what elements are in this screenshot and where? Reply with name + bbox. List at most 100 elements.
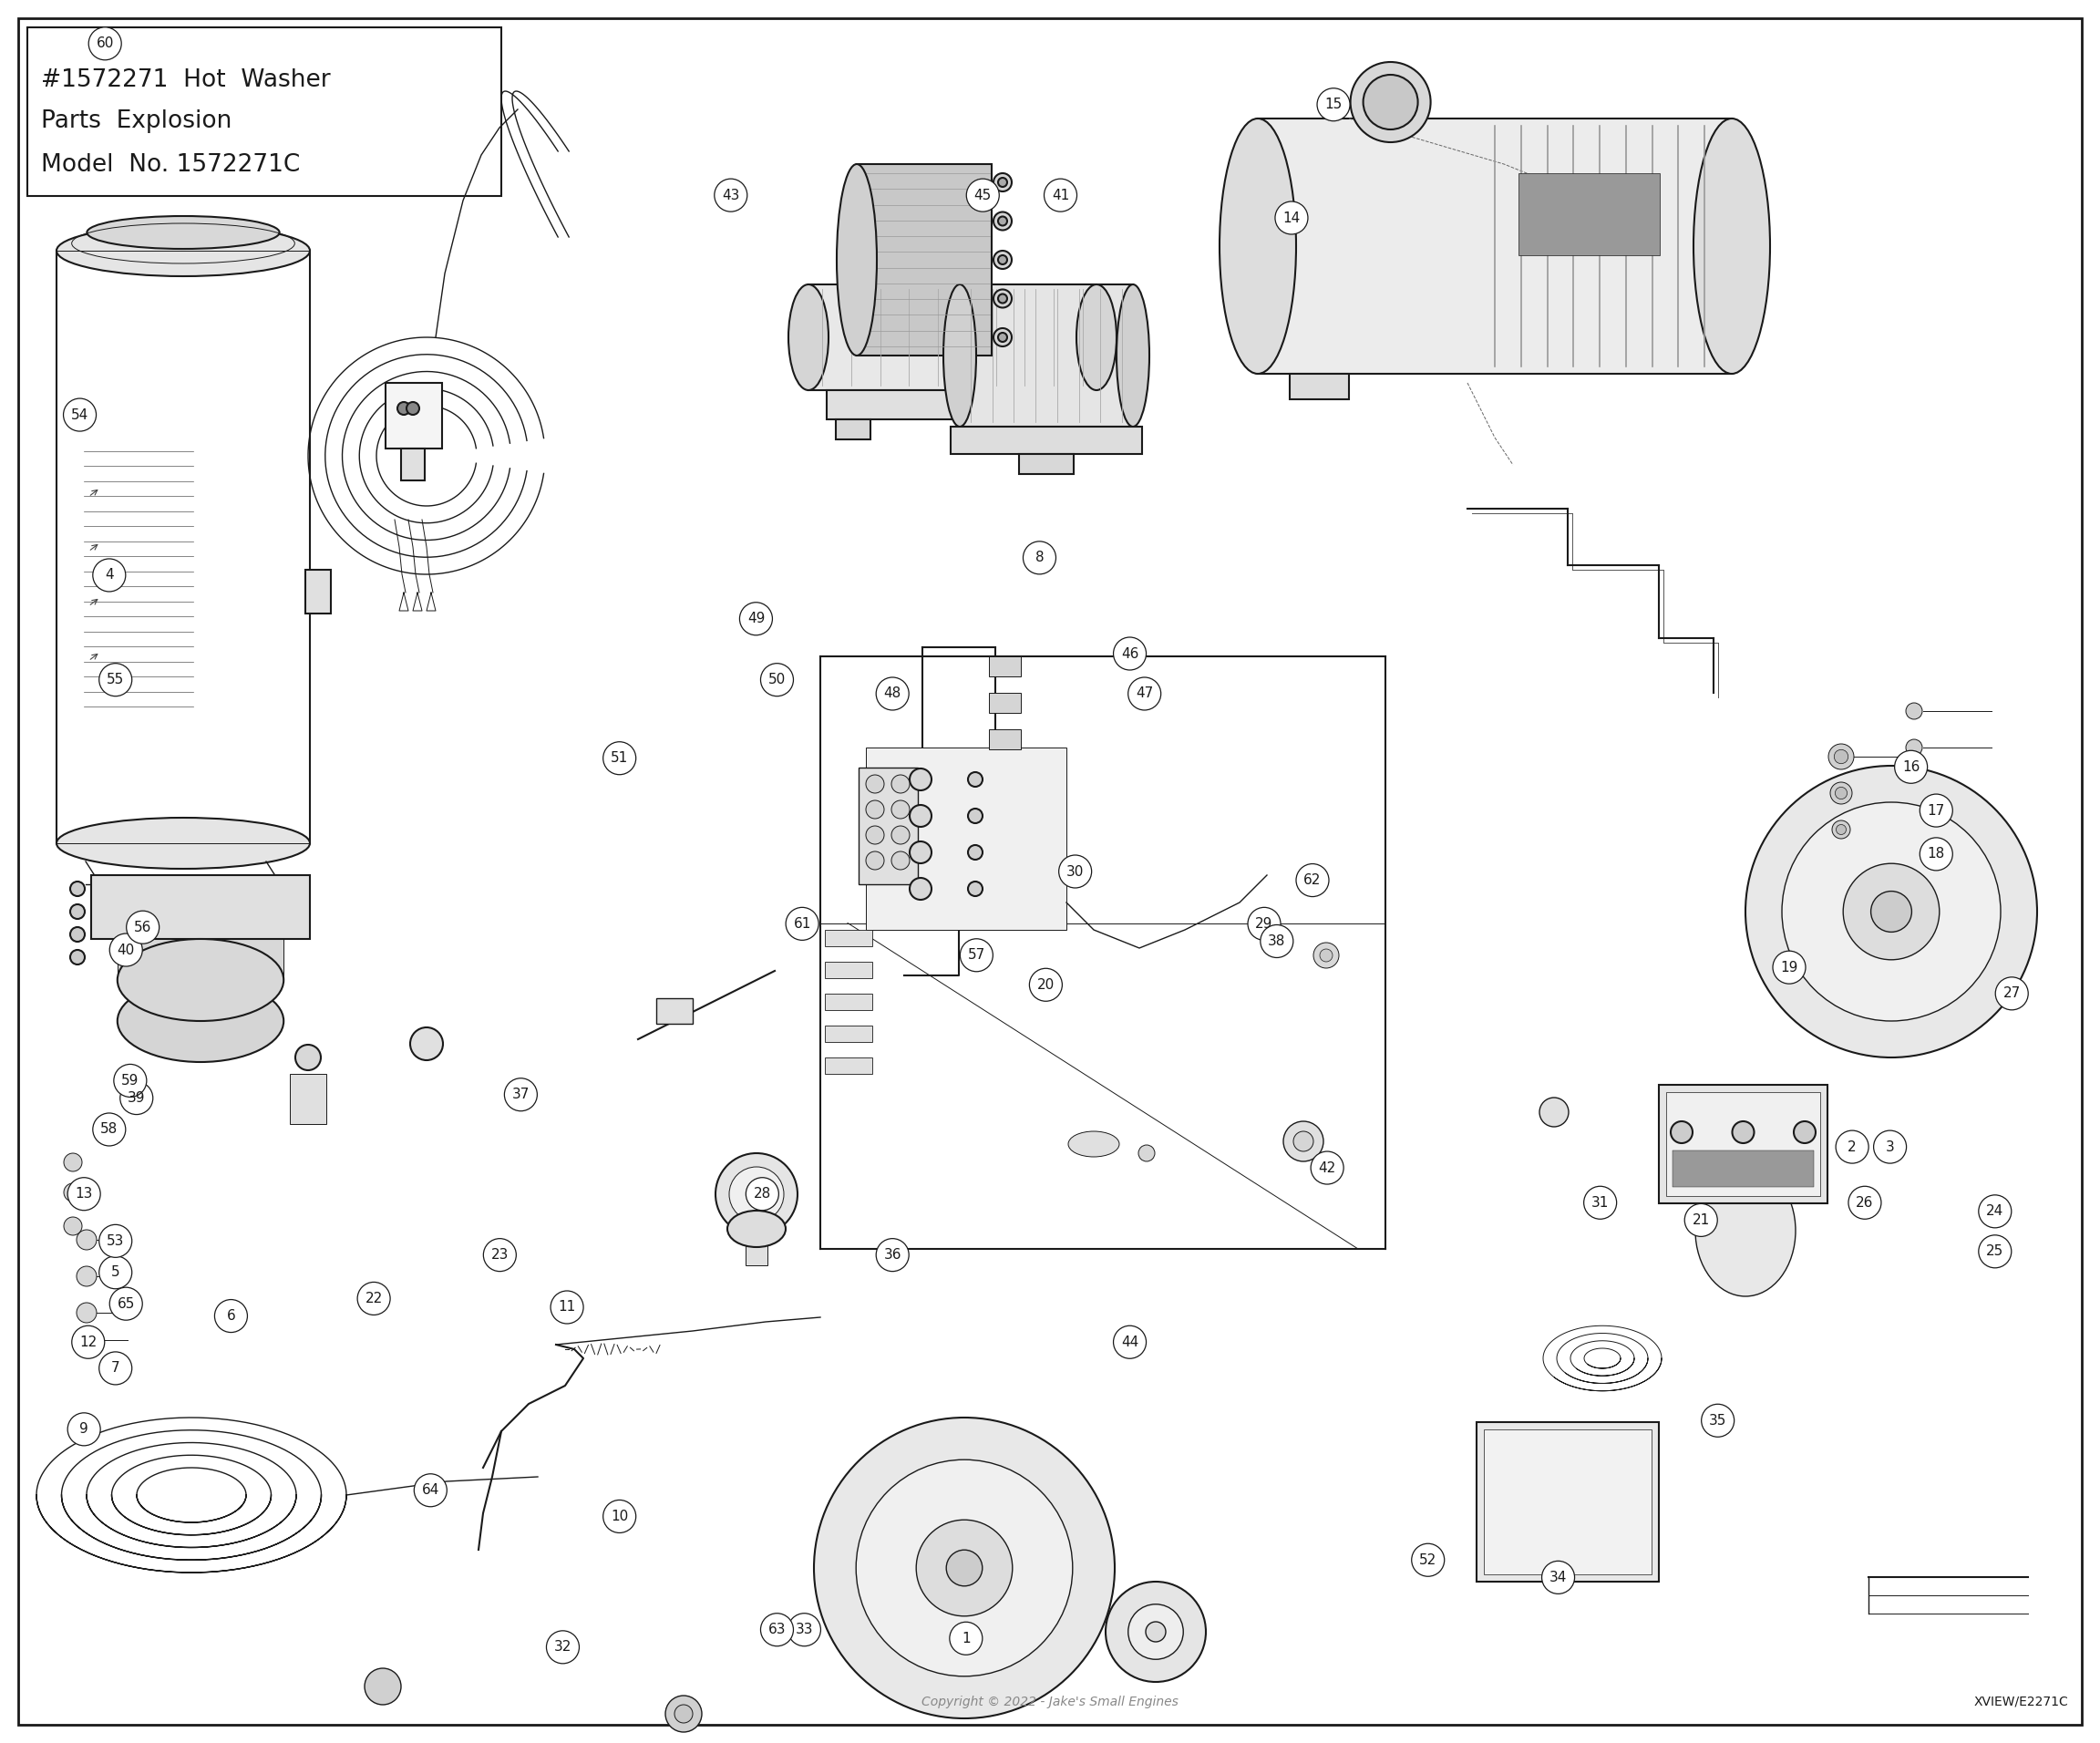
- Circle shape: [760, 664, 794, 695]
- Text: 65: 65: [118, 1297, 134, 1311]
- Circle shape: [909, 805, 932, 826]
- Circle shape: [876, 1239, 909, 1271]
- Text: 46: 46: [1121, 647, 1138, 661]
- Bar: [290, 1074, 325, 1124]
- Text: 27: 27: [2003, 987, 2020, 1000]
- Circle shape: [1831, 821, 1850, 838]
- Text: 57: 57: [968, 948, 985, 962]
- Text: 58: 58: [101, 1122, 118, 1136]
- Circle shape: [1919, 838, 1953, 870]
- Text: 34: 34: [1550, 1570, 1567, 1584]
- Circle shape: [483, 1239, 517, 1271]
- Circle shape: [63, 1217, 82, 1236]
- Circle shape: [666, 1696, 701, 1733]
- Circle shape: [890, 851, 909, 870]
- Circle shape: [966, 180, 1000, 211]
- Ellipse shape: [1693, 119, 1770, 373]
- Text: 36: 36: [884, 1248, 901, 1262]
- Ellipse shape: [943, 284, 977, 427]
- Circle shape: [1294, 1131, 1312, 1152]
- Circle shape: [1907, 702, 1922, 720]
- Circle shape: [99, 1225, 132, 1257]
- Circle shape: [1247, 908, 1281, 939]
- Bar: [857, 164, 991, 356]
- Ellipse shape: [118, 939, 284, 1021]
- Text: 54: 54: [71, 408, 88, 422]
- Bar: [1672, 1150, 1814, 1187]
- Ellipse shape: [57, 817, 311, 868]
- Bar: [1258, 119, 1732, 373]
- Circle shape: [99, 1257, 132, 1288]
- Circle shape: [1831, 783, 1852, 804]
- Circle shape: [993, 173, 1012, 192]
- Circle shape: [890, 776, 909, 793]
- Bar: [655, 999, 693, 1023]
- Circle shape: [1978, 1236, 2012, 1267]
- Circle shape: [729, 1166, 783, 1222]
- Ellipse shape: [1117, 284, 1149, 427]
- Circle shape: [1919, 795, 1953, 826]
- Circle shape: [550, 1292, 584, 1323]
- Text: 15: 15: [1325, 98, 1342, 112]
- Circle shape: [88, 28, 122, 59]
- Circle shape: [997, 216, 1008, 225]
- Circle shape: [1539, 1098, 1569, 1126]
- Circle shape: [1541, 1562, 1575, 1593]
- Circle shape: [968, 772, 983, 786]
- Circle shape: [67, 1178, 101, 1210]
- Text: 49: 49: [748, 612, 764, 626]
- Text: Parts  Explosion: Parts Explosion: [42, 110, 231, 132]
- Circle shape: [1835, 1131, 1869, 1163]
- Bar: [1289, 373, 1348, 399]
- Bar: [1476, 1422, 1659, 1581]
- Bar: [989, 657, 1021, 676]
- Circle shape: [997, 254, 1008, 265]
- Text: 24: 24: [1987, 1204, 2003, 1218]
- Text: 17: 17: [1928, 804, 1945, 817]
- Circle shape: [126, 912, 160, 943]
- Text: 44: 44: [1121, 1335, 1138, 1349]
- Circle shape: [1296, 865, 1329, 896]
- Circle shape: [890, 800, 909, 819]
- Ellipse shape: [788, 284, 830, 390]
- Bar: [960, 284, 1132, 427]
- Text: 4: 4: [105, 568, 113, 582]
- Circle shape: [1105, 1581, 1205, 1682]
- Text: 13: 13: [76, 1187, 92, 1201]
- Text: 20: 20: [1037, 978, 1054, 992]
- Circle shape: [1029, 969, 1063, 1000]
- Text: XVIEW/E2271C: XVIEW/E2271C: [1974, 1696, 2068, 1708]
- Circle shape: [63, 1183, 82, 1201]
- Circle shape: [968, 809, 983, 823]
- Text: 35: 35: [1709, 1414, 1726, 1428]
- Bar: [825, 1058, 871, 1074]
- Text: 50: 50: [769, 673, 785, 687]
- Bar: [90, 875, 311, 939]
- Circle shape: [99, 1353, 132, 1384]
- Circle shape: [949, 1623, 983, 1654]
- Bar: [1485, 1429, 1651, 1574]
- Text: 31: 31: [1592, 1196, 1609, 1210]
- Bar: [827, 390, 1077, 420]
- Circle shape: [1745, 765, 2037, 1058]
- Circle shape: [1312, 943, 1340, 967]
- Text: 21: 21: [1693, 1213, 1709, 1227]
- Text: #1572271  Hot  Washer: #1572271 Hot Washer: [42, 68, 330, 92]
- Circle shape: [1848, 1187, 1882, 1218]
- Circle shape: [997, 178, 1008, 187]
- Bar: [1050, 420, 1086, 439]
- Circle shape: [1829, 744, 1854, 769]
- Bar: [27, 28, 502, 195]
- Circle shape: [1275, 202, 1308, 234]
- Circle shape: [69, 927, 84, 941]
- Text: 45: 45: [974, 188, 991, 202]
- Ellipse shape: [836, 164, 878, 356]
- Bar: [1659, 1084, 1827, 1203]
- Circle shape: [546, 1631, 580, 1663]
- Circle shape: [1772, 952, 1806, 983]
- Bar: [746, 1229, 767, 1265]
- Circle shape: [1411, 1544, 1445, 1576]
- Text: 8: 8: [1035, 551, 1044, 565]
- Text: 64: 64: [422, 1483, 439, 1497]
- Circle shape: [63, 1154, 82, 1171]
